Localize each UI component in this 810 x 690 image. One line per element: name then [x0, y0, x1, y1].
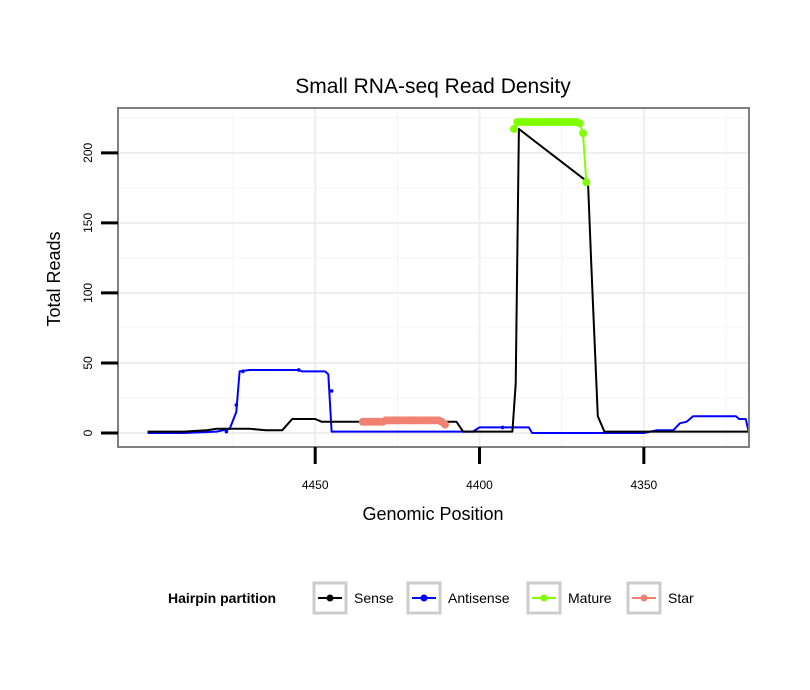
plot-background [118, 108, 749, 447]
x-axis-title: Genomic Position [362, 504, 503, 524]
y-tick-label: 50 [81, 356, 95, 370]
chart-title: Small RNA-seq Read Density [295, 75, 571, 98]
legend-label: Antisense [448, 590, 510, 606]
legend-key-point [420, 594, 428, 602]
y-tick-label: 0 [81, 429, 95, 436]
data-point [575, 119, 584, 128]
series-mature [510, 118, 591, 187]
x-tick-label: 4400 [466, 478, 493, 492]
data-point [500, 425, 505, 430]
legend-item-mature: Mature [526, 581, 612, 615]
series-antisense [147, 368, 750, 434]
legend-key-point [540, 594, 548, 602]
y-tick-label: 200 [81, 142, 95, 162]
legend: Hairpin partition Sense Antisense Mature St… [168, 581, 694, 615]
plot-border [117, 107, 750, 448]
x-axis: 4450 4400 4350 [302, 447, 658, 492]
series-layer [147, 118, 750, 434]
legend-item-sense: Sense [312, 581, 394, 615]
legend-key-point [326, 594, 334, 602]
legend-label: Star [668, 590, 694, 606]
x-tick-label: 4450 [302, 478, 329, 492]
legend-item-antisense: Antisense [406, 581, 510, 615]
series-sense [147, 128, 749, 433]
data-point [510, 125, 519, 134]
data-point [241, 369, 245, 374]
legend-item-star: Star [626, 581, 694, 615]
legend-label: Sense [354, 590, 394, 606]
plot-panel [118, 108, 749, 447]
data-point [582, 178, 591, 187]
y-tick-label: 150 [81, 213, 95, 233]
y-axis: 0 50 100 150 200 [81, 142, 118, 436]
x-tick-label: 4350 [630, 478, 657, 492]
y-axis-title: Total Reads [44, 231, 64, 326]
data-point [296, 368, 301, 372]
series-star [358, 416, 450, 429]
series-line-sense [147, 128, 749, 433]
data-point [329, 389, 334, 393]
legend-label: Mature [568, 590, 612, 606]
y-tick-label: 100 [81, 283, 95, 303]
data-point [441, 420, 450, 429]
data-point [579, 129, 588, 138]
series-line-antisense [147, 369, 750, 434]
legend-title: Hairpin partition [168, 590, 276, 606]
data-point [234, 403, 239, 407]
data-point [224, 429, 229, 434]
legend-key-point [640, 594, 648, 602]
